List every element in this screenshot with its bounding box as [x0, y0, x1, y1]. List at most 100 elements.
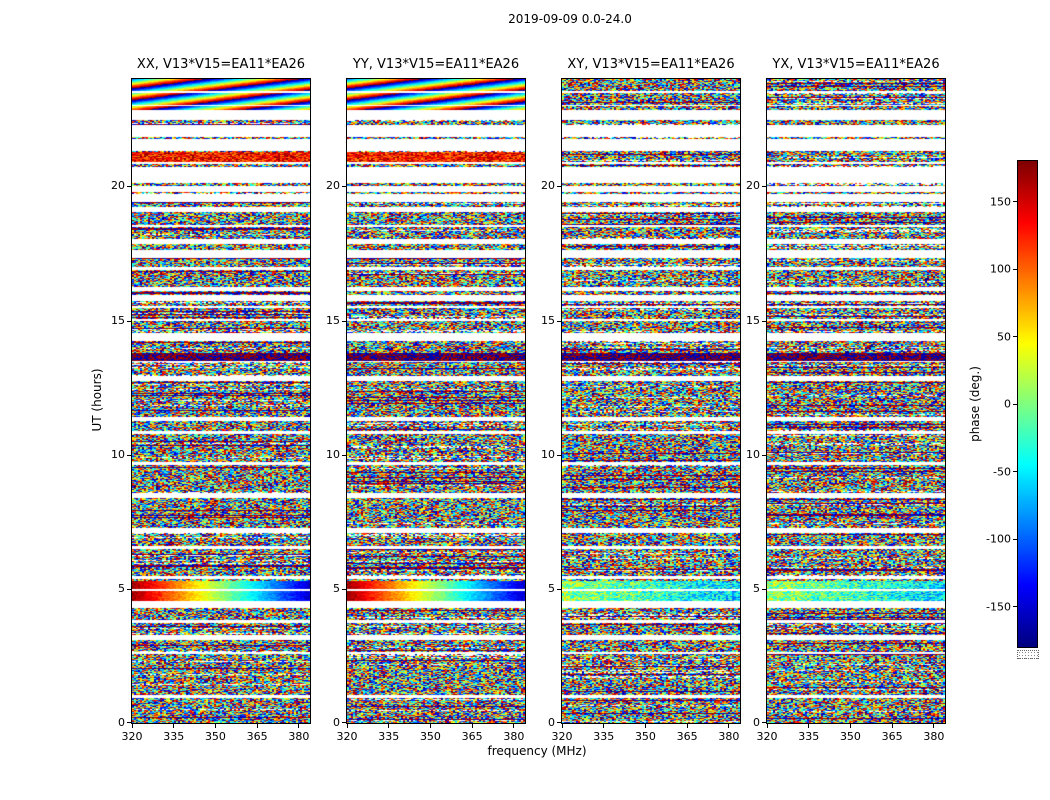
- x-tick: [766, 724, 768, 728]
- y-tick-label: 15: [326, 313, 340, 327]
- colorbar-tick-label: -100: [986, 532, 1011, 546]
- waterfall-canvas-yx: [767, 79, 945, 723]
- x-tick: [933, 724, 935, 728]
- y-tick-label: 10: [541, 447, 555, 461]
- x-tick-label: 380: [288, 730, 310, 743]
- y-tick-label: 0: [333, 716, 340, 729]
- panel-title-yy: YY, V13*V15=EA11*EA26: [352, 57, 520, 72]
- colorbar: 150 100 50 0 -50 -100 -150: [986, 160, 1038, 648]
- panel-title-xy: XY, V13*V15=EA11*EA26: [567, 57, 735, 72]
- y-tick-label: 10: [746, 447, 760, 461]
- y-tick: [342, 588, 346, 590]
- x-tick: [561, 724, 563, 728]
- colorbar-label: phase (deg.): [968, 366, 982, 442]
- colorbar-canvas: [1018, 161, 1037, 647]
- x-tick: [173, 724, 175, 728]
- panel-title-xx: XX, V13*V15=EA11*EA26: [136, 57, 306, 72]
- y-tick-label: 5: [333, 581, 340, 595]
- y-tick: [557, 588, 561, 590]
- y-tick: [762, 588, 766, 590]
- y-tick-label: 5: [753, 581, 760, 595]
- x-tick-label: 335: [163, 730, 185, 743]
- x-tick-label: 350: [419, 730, 441, 743]
- x-tick: [471, 724, 473, 728]
- waterfall-canvas-yy: [347, 79, 525, 723]
- y-tick-label: 0: [118, 716, 125, 729]
- x-tick-label: 320: [336, 730, 358, 743]
- x-tick-label: 335: [593, 730, 615, 743]
- panel-xx: XX, V13*V15=EA11*EA26 320 335 350 365 380 0 5 1…: [111, 57, 311, 743]
- y-tick: [557, 320, 561, 322]
- y-tick-label: 10: [111, 447, 125, 461]
- colorbar-extend-hatch: [1017, 650, 1039, 659]
- x-tick-label: 335: [798, 730, 820, 743]
- y-tick: [557, 454, 561, 456]
- y-tick-label: 20: [746, 179, 760, 193]
- x-tick: [644, 724, 646, 728]
- x-tick: [256, 724, 258, 728]
- y-tick: [762, 722, 766, 723]
- x-tick: [728, 724, 730, 728]
- colorbar-tick-label: 50: [997, 330, 1011, 343]
- x-tick-label: 320: [756, 730, 778, 743]
- colorbar-tick-label: -50: [993, 465, 1011, 478]
- x-tick: [808, 724, 810, 728]
- panel-title-yx: YX, V13*V15=EA11*EA26: [772, 57, 940, 72]
- colorbar-tick: [1013, 201, 1017, 202]
- y-tick-label: 5: [118, 581, 125, 595]
- colorbar-tick: [1013, 538, 1017, 540]
- y-tick: [762, 320, 766, 322]
- x-tick: [346, 724, 348, 728]
- x-tick: [891, 724, 893, 728]
- waterfall-canvas-xy: [562, 79, 740, 723]
- y-tick-label: 0: [548, 716, 555, 729]
- y-tick-label: 20: [111, 179, 125, 193]
- x-tick: [298, 724, 300, 728]
- y-tick: [127, 588, 131, 590]
- colorbar-tick-label: 100: [990, 262, 1011, 276]
- panel-yy: YY, V13*V15=EA11*EA26 320 335 350 365 380 0 5 1…: [326, 57, 526, 743]
- x-tick: [603, 724, 605, 728]
- y-tick: [342, 186, 346, 188]
- waterfall-canvas-xx: [132, 79, 310, 723]
- colorbar-tick-label: -150: [986, 600, 1011, 613]
- x-tick-label: 350: [839, 730, 861, 743]
- x-tick-label: 380: [718, 730, 740, 743]
- x-axis-label: frequency (MHz): [487, 744, 587, 758]
- y-tick: [127, 320, 131, 322]
- y-tick-label: 5: [548, 581, 555, 595]
- x-tick-label: 365: [246, 730, 268, 743]
- y-axis-label: UT (hours): [90, 368, 104, 432]
- y-tick: [342, 454, 346, 456]
- x-tick-label: 365: [461, 730, 483, 743]
- y-tick-label: 20: [541, 179, 555, 193]
- y-tick-label: 15: [541, 313, 555, 327]
- colorbar-tick-label: 0: [1004, 397, 1011, 411]
- y-tick: [342, 722, 346, 723]
- figure-title: 2019-09-09 0.0-24.0: [508, 12, 632, 26]
- y-tick-label: 15: [746, 313, 760, 327]
- y-tick: [127, 454, 131, 456]
- y-tick: [557, 722, 561, 723]
- y-tick-label: 0: [753, 716, 760, 729]
- x-tick-label: 380: [503, 730, 525, 743]
- x-tick: [686, 724, 688, 728]
- colorbar-tick: [1013, 471, 1017, 472]
- y-tick-label: 20: [326, 179, 340, 193]
- panel-xy: XY, V13*V15=EA11*EA26 320 335 350 365 380 0 5 1…: [541, 57, 741, 743]
- x-tick-label: 365: [881, 730, 903, 743]
- x-tick-label: 335: [378, 730, 400, 743]
- colorbar-tick-label: 150: [990, 195, 1011, 208]
- x-tick: [214, 724, 216, 728]
- y-tick: [762, 186, 766, 188]
- x-tick-label: 365: [676, 730, 698, 743]
- y-tick: [557, 186, 561, 188]
- x-tick: [849, 724, 851, 728]
- x-tick-label: 320: [121, 730, 143, 743]
- x-tick: [513, 724, 515, 728]
- x-tick: [388, 724, 390, 728]
- x-tick: [131, 724, 133, 728]
- colorbar-tick: [1013, 268, 1017, 270]
- x-tick-label: 380: [923, 730, 945, 743]
